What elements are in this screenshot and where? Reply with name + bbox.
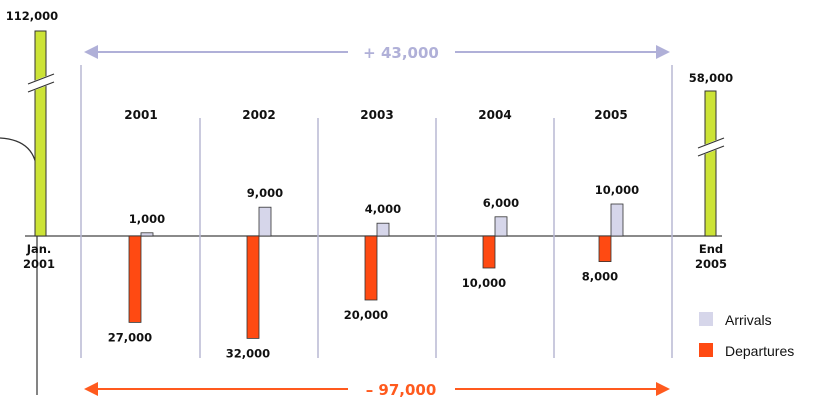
departures-value-2005: 8,000 — [582, 270, 618, 284]
departures-value-2001: 27,000 — [108, 330, 152, 344]
arrivals-value-2004: 6,000 — [483, 196, 519, 210]
legend-departures-swatch — [699, 343, 713, 357]
departures-bar-2001 — [129, 236, 141, 322]
arrivals-value-2003: 4,000 — [365, 202, 401, 216]
departures-bar-2002 — [247, 236, 259, 338]
start-caption-line1: Jan. — [26, 242, 52, 256]
end-caption-line1: End — [699, 242, 723, 256]
year-label-2005: 2005 — [594, 108, 627, 122]
year-label-2001: 2001 — [124, 108, 157, 122]
legend-arrivals-label: Arrivals — [725, 312, 772, 328]
arrivals-bar-2002 — [259, 207, 271, 236]
end-total-bar — [705, 91, 716, 236]
departures-value-2004: 10,000 — [462, 276, 506, 290]
departures-bar-2005 — [599, 236, 611, 262]
net-arrivals-label: + 43,000 — [363, 44, 439, 62]
net-departures-label: – 97,000 — [366, 381, 437, 399]
start-total-bar — [35, 31, 46, 236]
arrivals-bar-2005 — [611, 204, 623, 236]
yearly-bars: 2001 1,000 27,000 2002 9,000 32,000 2003 4,000 2… — [108, 108, 639, 360]
start-total-value: 112,000 — [6, 9, 58, 23]
net-arrivals-arrow: + 43,000 — [84, 44, 670, 62]
start-caption-line2: 2001 — [23, 257, 55, 271]
arrivals-bar-2003 — [377, 223, 389, 236]
legend-departures-label: Departures — [725, 343, 794, 359]
arrivals-bar-2001 — [141, 233, 153, 236]
end-caption-line2: 2005 — [695, 257, 727, 271]
arrivals-value-2002: 9,000 — [247, 186, 283, 200]
arrivals-value-2001: 1,000 — [129, 212, 165, 226]
year-label-2002: 2002 — [242, 108, 275, 122]
departures-bar-2004 — [483, 236, 495, 268]
legend: Arrivals Departures — [699, 312, 794, 359]
departures-value-2002: 32,000 — [226, 346, 270, 360]
arrivals-bar-2004 — [495, 217, 507, 236]
year-label-2004: 2004 — [478, 108, 511, 122]
net-departures-arrow: – 97,000 — [84, 381, 670, 399]
end-total: 58,000 End 2005 — [689, 71, 733, 271]
departures-value-2003: 20,000 — [344, 308, 388, 322]
year-label-2003: 2003 — [360, 108, 393, 122]
legend-arrivals-swatch — [699, 312, 713, 326]
departures-bar-2003 — [365, 236, 377, 300]
arrivals-value-2005: 10,000 — [595, 183, 639, 197]
end-total-value: 58,000 — [689, 71, 733, 85]
